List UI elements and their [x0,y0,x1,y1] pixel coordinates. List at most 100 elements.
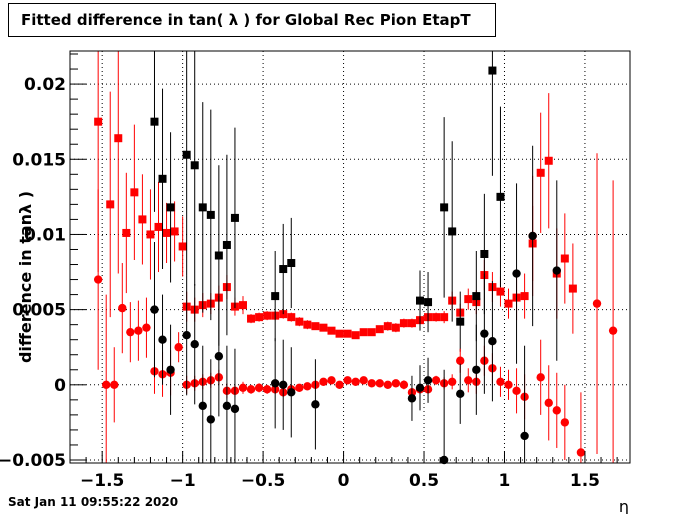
data-point-circle [536,373,545,382]
data-point-square [416,296,424,305]
data-point-square [424,298,433,307]
data-point-square [560,254,569,263]
data-point-circle [512,269,521,278]
data-point-circle [335,380,344,390]
data-point-circle [110,380,119,390]
data-markers [93,51,618,465]
data-point-square [206,210,215,219]
data-point-circle [134,326,143,335]
data-point-square [198,203,207,212]
data-point-circle [359,376,368,385]
data-point-square [343,329,352,338]
y-tick-label: 0.01 [24,225,66,245]
data-point-circle [343,376,352,385]
data-point-square [472,292,481,301]
data-point-circle [456,356,465,365]
data-point-circle [174,343,183,352]
data-point-circle [166,365,175,374]
x-tick-label: −1.5 [80,471,124,491]
data-point-square [568,284,577,293]
data-point-square [279,265,288,274]
data-point-circle [423,376,433,385]
data-point-square [375,325,384,334]
data-point-circle [262,385,272,394]
data-point-circle [254,383,264,393]
data-point-circle [230,404,240,414]
data-point-circle [142,323,151,332]
data-point-square [367,328,376,337]
data-point-circle [544,398,553,408]
data-point-circle [560,418,570,427]
chart-title-box: Fitted difference in tan( λ ) for Global… [8,3,496,37]
data-point-circle [439,455,449,465]
data-point-circle [415,383,425,393]
x-tick-label: 1 [499,471,511,491]
data-point-circle [447,377,457,387]
data-point-circle [391,379,401,388]
data-point-circle [472,365,481,374]
x-tick-label: 0.5 [409,471,439,491]
data-point-square [480,249,489,258]
data-point-square [319,323,328,332]
y-tick-label: −0.005 [0,451,66,471]
data-point-square [496,192,505,201]
data-point-circle [592,299,602,308]
data-point-square [150,117,159,126]
x-tick-label: 1.5 [570,471,600,491]
data-point-square [335,329,344,338]
data-point-square [440,203,449,212]
data-point-square [178,242,187,251]
data-point-square [287,313,296,322]
data-point-square [106,200,115,209]
y-tick-label: 0 [54,376,66,396]
data-point-circle [182,330,191,340]
data-point-square [154,222,163,231]
data-point-square [114,134,123,143]
data-point-square [496,287,505,296]
data-point-square [287,259,296,268]
y-tick-label: 0.02 [24,75,66,95]
y-axis-label: difference in tanλ ) [16,191,35,363]
data-point-circle [303,382,312,391]
data-point-circle [375,379,384,388]
data-point-circle [528,231,537,241]
data-point-circle [206,415,216,424]
data-point-circle [351,377,360,387]
data-point-circle [608,326,618,335]
data-point-circle [407,394,417,403]
data-point-square [407,319,416,328]
data-point-square [130,188,139,197]
data-point-square [327,326,336,335]
data-point-circle [431,376,441,385]
data-point-circle [158,335,167,344]
data-point-square [399,319,408,328]
y-tick-label: 0.005 [12,301,66,321]
data-point-circle [456,389,465,399]
data-point-circle [214,352,224,361]
data-point-square [247,314,256,323]
data-point-square [255,313,264,322]
data-point-circle [367,379,376,388]
data-point-circle [246,385,256,394]
y-tick-label: 0.015 [12,150,66,170]
data-point-circle [480,329,489,338]
data-point-square [94,117,103,126]
chart-title: Fitted difference in tan( λ ) for Global… [21,11,471,29]
data-point-circle [383,380,393,390]
x-tick-label: −1 [170,471,196,491]
data-point-circle [190,340,199,349]
data-point-square [214,251,223,260]
data-point-square [170,227,179,236]
data-point-square [464,295,473,304]
data-point-square [520,292,529,301]
data-point-square [311,322,320,331]
data-point-square [166,203,175,212]
grid-lines [70,51,630,463]
data-point-square [536,168,545,177]
data-point-square [295,317,304,326]
data-point-circle [552,266,561,275]
axis-ticks [69,53,618,463]
data-point-square [456,317,465,326]
data-point-circle [552,406,561,415]
